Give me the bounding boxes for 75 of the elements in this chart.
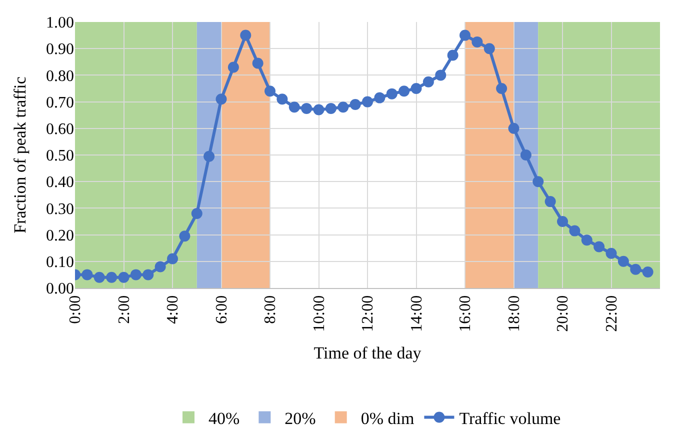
- point: [204, 150, 215, 162]
- y-tick-label: 0.60: [46, 121, 74, 138]
- y-tick-label: 0.30: [46, 200, 74, 218]
- x-tick-label: 22:00: [603, 295, 620, 332]
- point: [216, 94, 227, 105]
- point: [569, 225, 580, 236]
- y-tick-label: 0.20: [46, 227, 74, 244]
- y-tick-label: 0.80: [46, 68, 74, 85]
- point: [338, 102, 349, 113]
- point: [142, 269, 154, 280]
- point: [606, 248, 617, 259]
- point: [240, 30, 252, 41]
- point: [581, 234, 592, 246]
- point: [325, 102, 336, 114]
- point: [118, 272, 130, 283]
- point: [288, 102, 300, 113]
- x-tick-label: 8:00: [262, 295, 280, 324]
- point: [154, 261, 166, 272]
- point: [398, 86, 410, 97]
- y-tick-label: 1.00: [46, 14, 74, 32]
- point: [642, 266, 654, 278]
- x-tick-label: 12:00: [360, 295, 377, 332]
- y-tick-label: 0.90: [46, 41, 74, 58]
- point: [508, 122, 520, 134]
- point: [557, 216, 568, 227]
- point: [386, 88, 398, 100]
- x-tick-label: 6:00: [213, 295, 230, 324]
- point: [130, 269, 142, 280]
- y-tick-label: 0.50: [46, 148, 74, 165]
- x-tick-label: 0:00: [67, 295, 84, 324]
- point: [447, 50, 458, 61]
- point: [374, 92, 386, 104]
- point: [179, 230, 190, 242]
- legend-label: 20%: [284, 408, 316, 428]
- point: [630, 264, 642, 275]
- point: [472, 36, 483, 48]
- x-tick-label: 2:00: [116, 295, 133, 324]
- point: [350, 98, 361, 110]
- point: [496, 83, 508, 94]
- point: [106, 272, 118, 283]
- x-tick-label: 16:00: [457, 295, 474, 332]
- x-tick-label: 10:00: [310, 295, 328, 332]
- point: [410, 83, 422, 94]
- legend-label: Traffic volume: [459, 408, 561, 428]
- point: [460, 30, 470, 41]
- point: [82, 269, 93, 280]
- x-tick-label: 14:00: [408, 295, 426, 332]
- x-tick-label: 4:00: [164, 295, 182, 324]
- point: [520, 150, 532, 160]
- point: [544, 196, 556, 208]
- point: [301, 102, 312, 114]
- y-tick-label: 0.70: [46, 94, 74, 112]
- y-axis-title: Fraction of peak traffic: [10, 76, 30, 234]
- point: [484, 43, 495, 54]
- point: [94, 272, 105, 283]
- legend-label: 0% dim: [360, 408, 414, 428]
- point: [264, 86, 276, 97]
- y-tick-label: 0.40: [46, 174, 74, 192]
- point: [532, 176, 544, 188]
- point: [422, 76, 434, 88]
- y-tick-label: 0.10: [46, 254, 74, 271]
- point: [435, 70, 446, 81]
- x-tick-label: 20:00: [554, 295, 572, 332]
- point: [362, 96, 373, 108]
- point: [276, 94, 288, 105]
- point: [167, 253, 178, 264]
- point: [594, 241, 605, 252]
- legend-label: 40%: [208, 408, 240, 428]
- x-axis-title: Time of the day: [314, 343, 422, 362]
- point: [313, 104, 324, 116]
- x-tick-label: 18:00: [506, 295, 523, 332]
- point: [252, 58, 264, 69]
- point: [618, 256, 629, 267]
- point: [228, 62, 239, 73]
- point: [191, 208, 202, 220]
